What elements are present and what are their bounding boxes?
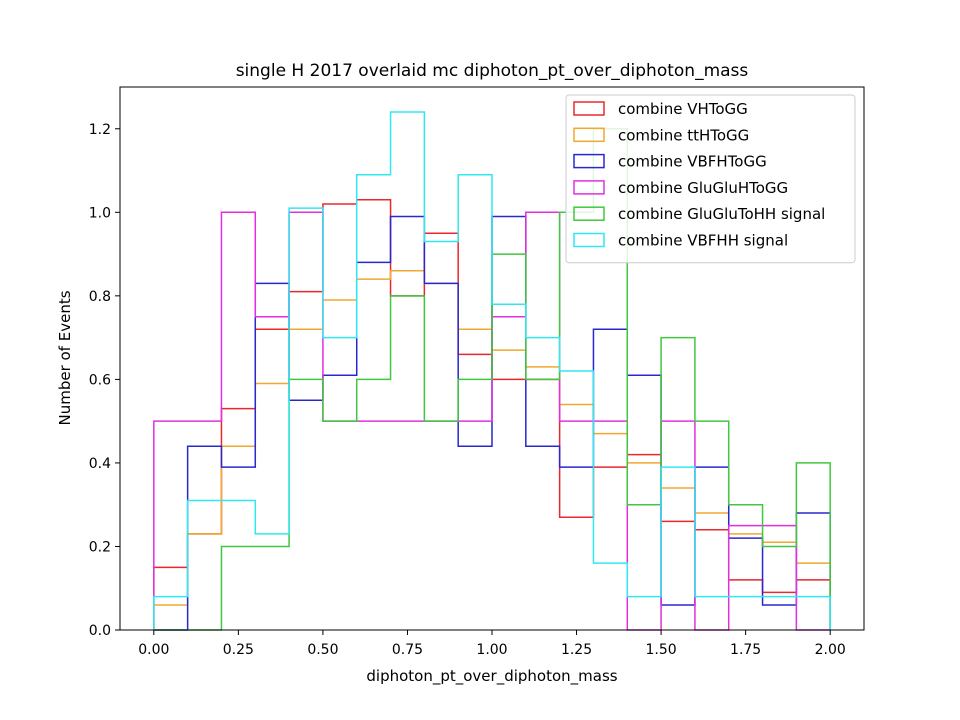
legend-entry-label: combine VHToGG	[618, 100, 748, 118]
x-axis-label: diphoton_pt_over_diphoton_mass	[366, 667, 617, 686]
y-axis-label: Number of Events	[56, 290, 74, 425]
y-tick-label: 0.6	[89, 372, 111, 388]
legend-swatch	[573, 232, 605, 248]
x-tick-label: 1.00	[476, 642, 507, 658]
legend-swatch	[573, 127, 605, 143]
series-5-histogram-step	[153, 111, 831, 630]
x-tick-label: 0.50	[307, 642, 338, 658]
x-tick-label: 2.00	[815, 642, 846, 658]
legend-swatch	[573, 101, 605, 116]
y-tick-label: 1.2	[89, 122, 111, 138]
y-tick-label: 1.0	[89, 205, 111, 221]
x-tick-label: 0.25	[223, 642, 254, 658]
legend-entry-label: combine GluGluHToGG	[618, 179, 788, 197]
legend-swatch	[573, 206, 605, 221]
series-layer	[153, 111, 831, 631]
legend-swatch	[573, 153, 605, 169]
x-tick-label: 0.75	[392, 642, 423, 658]
y-tick-label: 0.4	[89, 456, 111, 472]
legend: combine VHToGG combine ttHToGG combine VBF…	[565, 94, 856, 264]
y-axis: 0.0 0.2 0.4 0.6 0.8 1.0 1.2	[89, 122, 120, 639]
y-tick-label: 0.0	[89, 623, 111, 639]
x-axis: 0.00 0.25 0.50 0.75 1.00 1.25 1.50 1.75 2.00	[138, 630, 846, 658]
legend-box	[565, 94, 856, 264]
chart-title: single H 2017 overlaid mc diphoton_pt_ov…	[236, 61, 749, 81]
legend-entry-label: combine VBFHToGG	[618, 153, 767, 171]
x-tick-label: 1.50	[646, 642, 677, 658]
x-tick-label: 1.75	[730, 642, 761, 658]
y-tick-label: 0.2	[89, 539, 111, 555]
x-tick-label: 1.25	[561, 642, 592, 658]
legend-entry-label: combine GluGluToHH signal	[618, 205, 825, 223]
legend-swatch	[573, 180, 605, 195]
legend-entry-label: combine VBFHH signal	[618, 232, 788, 250]
x-tick-label: 0.00	[138, 642, 169, 658]
legend-entry-label: combine ttHToGG	[618, 126, 749, 144]
y-tick-label: 0.8	[89, 289, 111, 305]
series-4-histogram-step	[153, 128, 831, 631]
